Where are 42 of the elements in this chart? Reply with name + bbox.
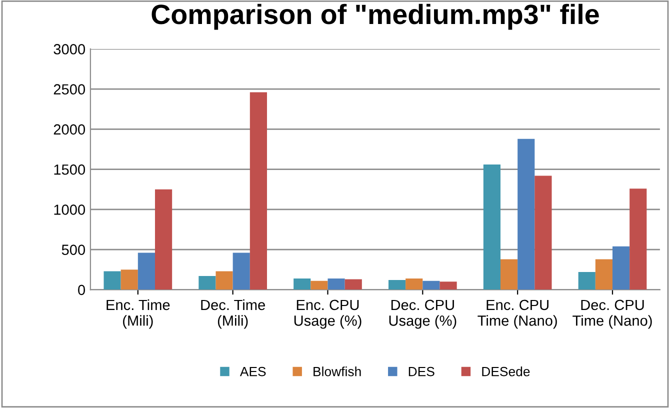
x-tick-label: Dec. CPU Time (Nano) [572,300,652,329]
bar [120,270,138,290]
x-tick-label: Dec. CPU Usage (%) [389,300,456,329]
legend-label: DESede [482,366,530,376]
bar [630,188,647,290]
x-tick-label: Dec. Time (Mili) [201,299,265,329]
x-tick-label: Enc. CPU Usage (%) [294,300,362,329]
x-tick-label: Enc. Time (Mili) [106,299,170,329]
bar [483,164,500,290]
x-tick-label: Enc. CPU Time (Nano) [478,300,557,329]
chart-title: Comparison of "medium.mp3" file [152,4,599,30]
bar [198,276,216,290]
bar [104,271,121,290]
bar [294,278,311,290]
bar [344,279,362,290]
legend-label: AES [240,366,266,376]
y-tick-label: 2000 [54,124,86,135]
bar [612,246,630,290]
y-tick-label: 1000 [54,204,86,215]
bar [138,252,155,290]
bar [440,282,457,290]
bar [578,272,596,290]
bar [250,92,267,290]
bar [595,259,612,290]
y-tick-label: 2500 [54,84,86,95]
bar [232,252,250,290]
y-tick-label: 3000 [54,44,86,54]
legend-label: Blowfish [314,366,361,376]
bar [310,280,328,290]
bar [328,278,345,290]
y-tick-label: 500 [62,244,86,255]
bar [154,189,172,290]
y-tick-label: 0 [78,284,86,296]
bar [216,271,233,290]
bar [534,176,552,290]
legend-label: DES [408,366,434,376]
bar [518,138,535,290]
bar [406,278,423,290]
bar [500,259,518,290]
bar [388,280,406,290]
bar [422,280,440,290]
y-tick-label: 1500 [54,164,86,175]
